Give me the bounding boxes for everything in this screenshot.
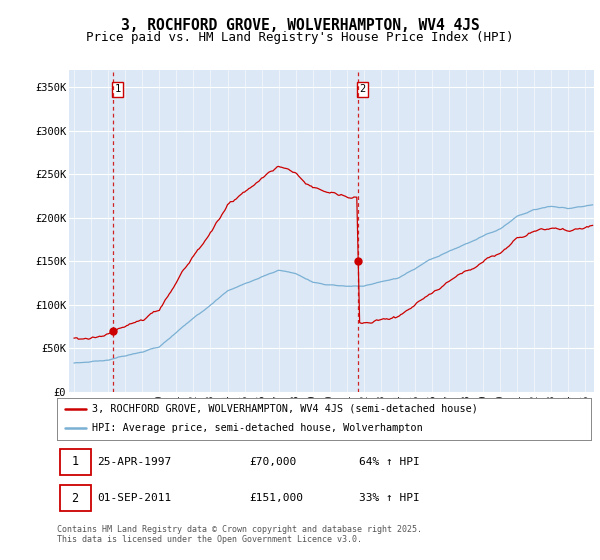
Text: 1: 1 bbox=[71, 455, 79, 468]
Text: Price paid vs. HM Land Registry's House Price Index (HPI): Price paid vs. HM Land Registry's House … bbox=[86, 31, 514, 44]
Text: HPI: Average price, semi-detached house, Wolverhampton: HPI: Average price, semi-detached house,… bbox=[92, 423, 422, 433]
Text: 3, ROCHFORD GROVE, WOLVERHAMPTON, WV4 4JS: 3, ROCHFORD GROVE, WOLVERHAMPTON, WV4 4J… bbox=[121, 18, 479, 33]
Text: 01-SEP-2011: 01-SEP-2011 bbox=[97, 493, 172, 503]
Text: 2: 2 bbox=[359, 84, 365, 94]
FancyBboxPatch shape bbox=[59, 449, 91, 475]
Text: 1: 1 bbox=[115, 84, 121, 94]
FancyBboxPatch shape bbox=[59, 485, 91, 511]
Text: Contains HM Land Registry data © Crown copyright and database right 2025.
This d: Contains HM Land Registry data © Crown c… bbox=[57, 525, 422, 544]
Text: 3, ROCHFORD GROVE, WOLVERHAMPTON, WV4 4JS (semi-detached house): 3, ROCHFORD GROVE, WOLVERHAMPTON, WV4 4J… bbox=[92, 404, 478, 414]
Text: 33% ↑ HPI: 33% ↑ HPI bbox=[359, 493, 419, 503]
Text: 25-APR-1997: 25-APR-1997 bbox=[97, 457, 172, 467]
Text: £151,000: £151,000 bbox=[249, 493, 303, 503]
Text: £70,000: £70,000 bbox=[249, 457, 296, 467]
Text: 2: 2 bbox=[71, 492, 79, 505]
Text: 64% ↑ HPI: 64% ↑ HPI bbox=[359, 457, 419, 467]
